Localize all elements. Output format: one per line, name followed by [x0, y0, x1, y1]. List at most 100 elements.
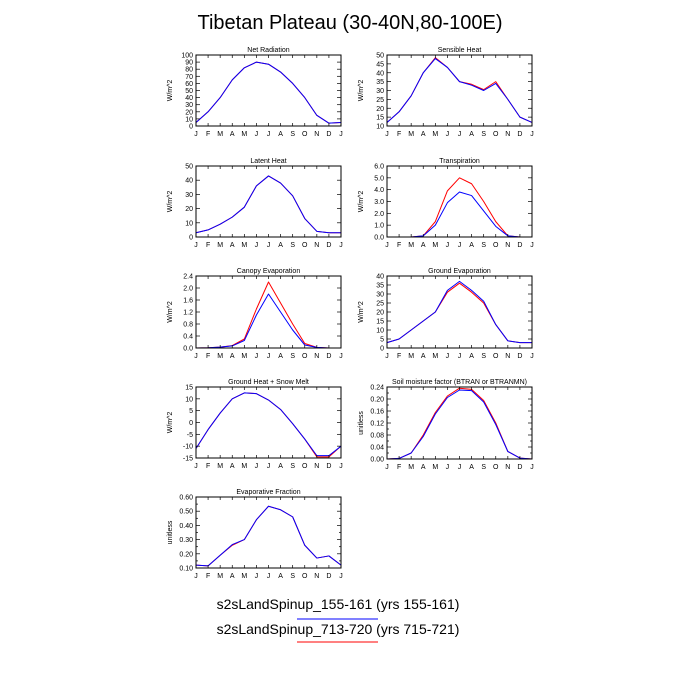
x-tick-label: J: [267, 463, 271, 470]
y-axis-label: W/m^2: [167, 80, 174, 102]
panel-ground-evaporation: Ground Evaporation W/m^2 0 5 10 15 20 25 30 35 40 J…: [358, 268, 534, 360]
y-tick-label: 2.0: [183, 286, 193, 293]
series-line-red: [386, 387, 533, 460]
y-tick-label: 30: [376, 292, 384, 299]
x-tick-label: J: [385, 242, 389, 249]
x-tick-label: M: [432, 131, 438, 138]
x-tick-label: F: [206, 573, 210, 580]
y-tick-label: 3.0: [374, 199, 384, 206]
plot-frame: [386, 386, 533, 460]
x-tick-label: J: [458, 242, 462, 249]
series-line-red: [387, 177, 532, 238]
legend-label-1: s2sLandSpinup_155-161 (yrs 155-161): [217, 596, 460, 612]
x-tick-label: J: [458, 353, 462, 360]
x-tick-label: J: [458, 464, 462, 471]
x-tick-label: A: [469, 353, 474, 360]
y-tick-label: 15: [376, 319, 384, 326]
series-line-blue: [386, 280, 532, 344]
x-tick-label: M: [408, 464, 414, 471]
x-tick-label: M: [432, 242, 438, 249]
x-tick-label: J: [339, 131, 343, 138]
x-tick-label: J: [446, 242, 450, 249]
x-tick-label: A: [421, 353, 426, 360]
x-tick-label: A: [421, 131, 426, 138]
series-line-blue: [195, 392, 342, 457]
x-tick-label: J: [446, 131, 450, 138]
panels-group: Net RadiationW/m^20102030405060708090100…: [167, 47, 534, 580]
panel-title: Canopy Evaporation: [237, 268, 301, 275]
x-tick-label: M: [432, 353, 438, 360]
plot-frame: [386, 165, 533, 238]
x-tick-label: N: [314, 573, 319, 580]
y-tick-label: 10: [185, 220, 193, 227]
x-tick-label: J: [530, 353, 534, 360]
x-tick-label: O: [302, 131, 308, 138]
y-tick-label: 20: [376, 106, 384, 113]
x-tick-label: D: [517, 464, 522, 471]
y-tick-label: 50: [376, 53, 384, 60]
y-tick-label: 40: [376, 70, 384, 77]
x-tick-label: M: [217, 131, 223, 138]
x-tick-label: N: [314, 131, 319, 138]
plot-frame: [195, 386, 342, 459]
plot-frame: [195, 165, 342, 238]
y-tick-label: 50: [185, 164, 193, 171]
x-tick-label: O: [493, 242, 499, 249]
x-tick-label: J: [385, 464, 389, 471]
y-tick-label: 25: [376, 97, 384, 104]
x-tick-label: A: [230, 573, 235, 580]
x-tick-label: S: [481, 353, 486, 360]
y-tick-label: 1.6: [183, 298, 193, 305]
y-axis-label: W/m^2: [358, 80, 365, 102]
plot-frame: [195, 275, 342, 349]
x-tick-label: M: [241, 131, 247, 138]
panel-title: Latent Heat: [250, 158, 286, 165]
x-tick-label: F: [206, 463, 210, 470]
x-tick-label: N: [314, 353, 319, 360]
x-tick-label: D: [326, 242, 331, 249]
x-tick-label: S: [481, 131, 486, 138]
y-axis-label: unitless: [167, 520, 174, 544]
x-tick-label: D: [517, 242, 522, 249]
y-tick-label: 80: [185, 67, 193, 74]
x-tick-label: A: [421, 464, 426, 471]
y-tick-label: 0.20: [179, 551, 193, 558]
plot-frame: [386, 54, 533, 127]
y-tick-label: 40: [185, 178, 193, 185]
y-axis-label: W/m^2: [358, 191, 365, 213]
x-tick-label: J: [194, 573, 198, 580]
series-line-red: [195, 392, 342, 458]
x-tick-label: M: [408, 353, 414, 360]
panel-title: Ground Evaporation: [428, 268, 491, 275]
y-axis-label: W/m^2: [167, 412, 174, 434]
plot-frame: [386, 275, 533, 349]
y-tick-label: 20: [376, 310, 384, 317]
x-tick-label: J: [267, 573, 271, 580]
y-tick-label: 0.00: [370, 457, 384, 464]
x-tick-label: S: [481, 464, 486, 471]
x-tick-label: A: [230, 463, 235, 470]
y-axis-label: W/m^2: [167, 301, 174, 323]
panel-title: Sensible Heat: [438, 47, 482, 54]
x-tick-label: M: [217, 242, 223, 249]
x-tick-label: M: [432, 464, 438, 471]
y-tick-label: 2.4: [183, 274, 193, 281]
y-tick-label: 70: [185, 74, 193, 81]
y-tick-label: 1.2: [183, 310, 193, 317]
y-tick-label: 25: [376, 301, 384, 308]
panel-title: Net Radiation: [247, 47, 290, 54]
x-tick-label: A: [230, 242, 235, 249]
y-tick-label: 0: [189, 124, 193, 131]
x-tick-label: J: [339, 463, 343, 470]
y-tick-label: 10: [185, 396, 193, 403]
x-tick-label: F: [397, 353, 401, 360]
x-tick-label: J: [458, 131, 462, 138]
x-tick-label: D: [326, 463, 331, 470]
x-tick-label: O: [302, 242, 308, 249]
x-tick-label: F: [206, 131, 210, 138]
y-tick-label: 0.4: [183, 334, 193, 341]
y-tick-label: 45: [376, 61, 384, 68]
x-tick-label: A: [469, 131, 474, 138]
